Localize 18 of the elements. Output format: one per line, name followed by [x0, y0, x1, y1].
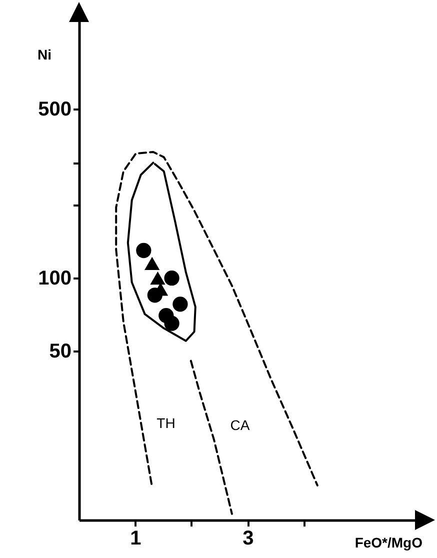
x-tick-label: 3: [242, 528, 254, 550]
line-series: [190, 360, 233, 515]
point: [172, 296, 188, 312]
y-axis-title: Ni: [38, 46, 52, 62]
x-axis-title: FeO*/MgO: [354, 534, 423, 550]
annotation: CA: [230, 417, 250, 433]
y-tick-label: 100: [38, 268, 72, 290]
y-tick-label: 500: [38, 98, 72, 120]
point: [164, 270, 180, 286]
annotation: TH: [156, 415, 176, 431]
point: [136, 242, 152, 258]
line-series: [126, 162, 196, 342]
line-series: [115, 151, 318, 486]
point: [150, 272, 166, 285]
point: [158, 308, 174, 324]
x-tick-label: 1: [130, 528, 142, 550]
point: [144, 256, 160, 270]
y-tick-label: 50: [49, 340, 72, 362]
